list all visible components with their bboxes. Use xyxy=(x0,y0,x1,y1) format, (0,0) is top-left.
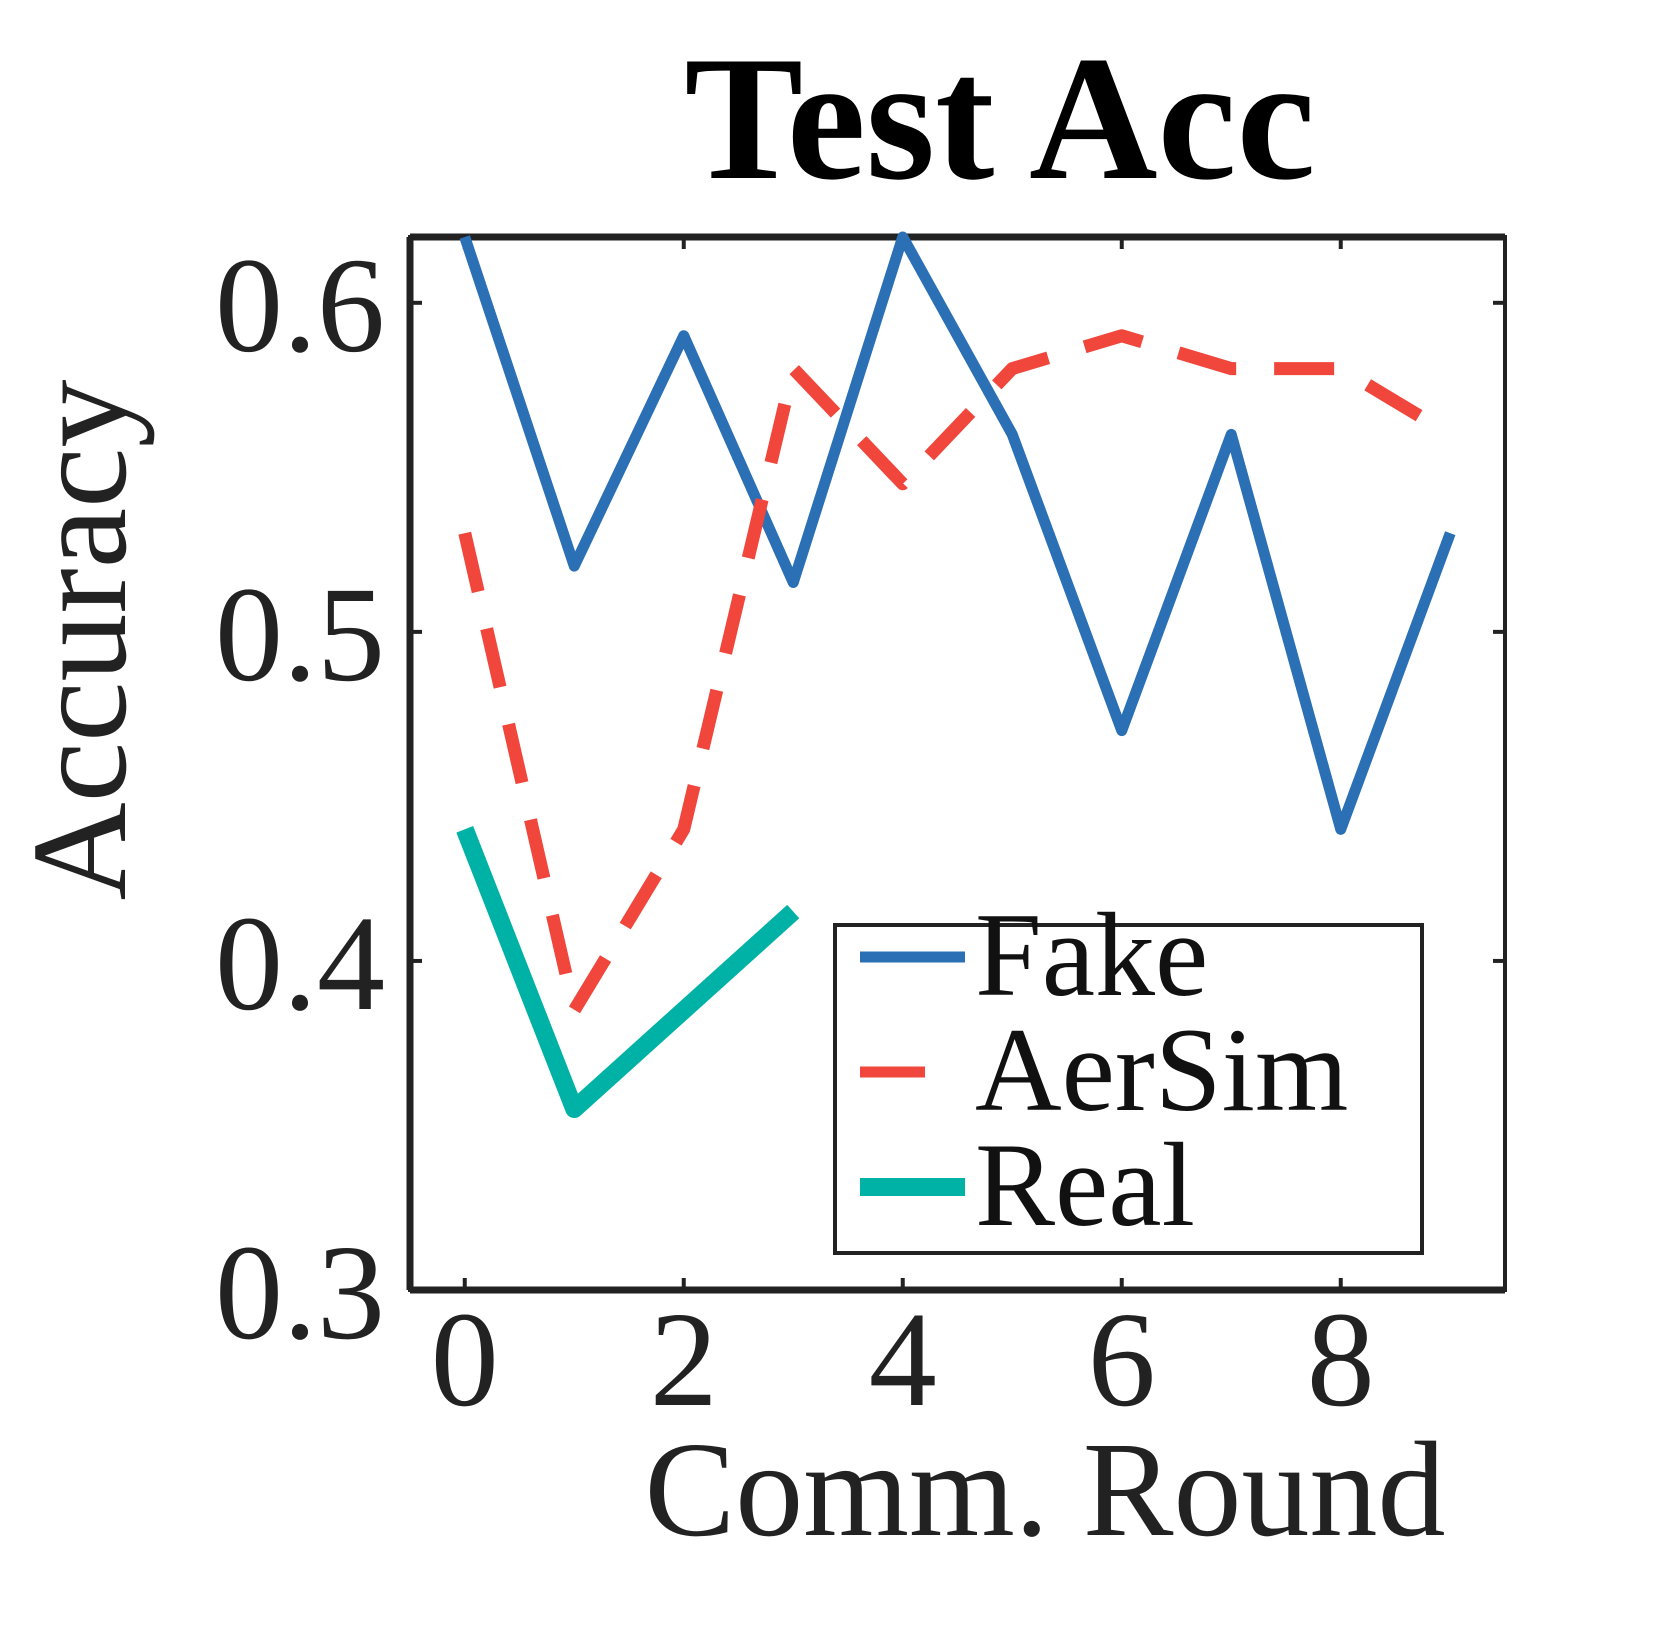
x-tick-label: 4 xyxy=(869,1285,937,1435)
x-tick-label: 2 xyxy=(650,1285,718,1435)
x-tick-labels: 0 2 4 6 8 xyxy=(431,1285,1375,1435)
x-axis-label: Comm. Round xyxy=(645,1415,1446,1565)
series-line-fake xyxy=(459,231,1456,835)
plot-area xyxy=(406,231,1507,1294)
y-tick-label: 0.3 xyxy=(215,1218,385,1368)
y-tick-label: 0.5 xyxy=(215,560,385,710)
x-tick-label: 6 xyxy=(1088,1285,1156,1435)
legend-label-real: Real xyxy=(975,1118,1195,1251)
legend-label-aersim: AerSim xyxy=(975,1003,1348,1136)
y-tick-labels: 0.3 0.4 0.5 0.6 xyxy=(215,231,385,1368)
y-tick-label: 0.4 xyxy=(215,889,385,1039)
legend-label-fake: Fake xyxy=(975,888,1208,1021)
chart-title: Test Acc xyxy=(684,19,1315,217)
series-line-real xyxy=(456,826,800,1119)
y-axis-label: Accuracy xyxy=(5,380,155,901)
y-tick-label: 0.6 xyxy=(215,231,385,381)
series-line-aersim xyxy=(458,329,1454,1017)
x-tick-label: 0 xyxy=(431,1285,499,1435)
legend-box xyxy=(833,923,1424,1255)
series-layer xyxy=(456,231,1456,1119)
x-tick-label: 8 xyxy=(1307,1285,1375,1435)
